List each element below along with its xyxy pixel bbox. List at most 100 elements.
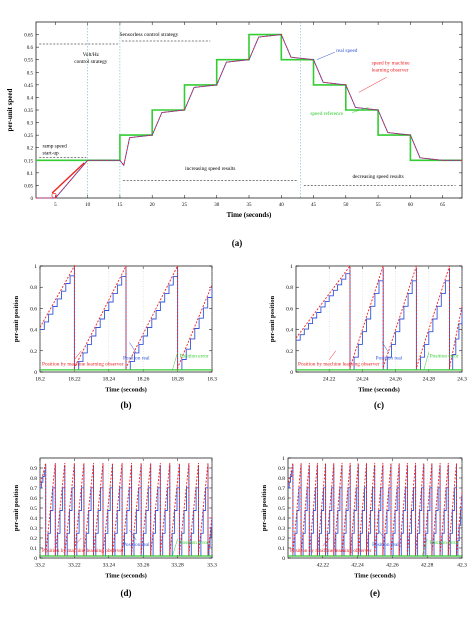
- x-tick-label: 42.26: [386, 563, 399, 569]
- x-tick-label: 18.2: [35, 377, 45, 383]
- callout-position-observer: Position by machine learning observer: [42, 362, 124, 368]
- callout-line: [358, 77, 387, 93]
- series-line-position-real: [288, 465, 463, 557]
- y-tick-label: 0.2: [27, 147, 34, 152]
- y-tick-label: 0.8: [30, 476, 37, 482]
- callout-position-observer: Position by machine learning observer: [42, 548, 124, 554]
- y-tick-label: 0.6: [286, 306, 293, 312]
- callout-line: [382, 342, 390, 354]
- x-tick-label: 50: [343, 203, 349, 208]
- panel-label: (e): [370, 588, 380, 598]
- callout-position-error: Position error: [430, 540, 459, 546]
- x-axis-label: Time (seconds): [105, 573, 147, 580]
- y-tick-label: 0.4: [286, 328, 293, 334]
- x-tick-label: 24.22: [323, 377, 336, 383]
- y-tick-label: 0.6: [30, 306, 37, 312]
- callout-line: [129, 529, 137, 541]
- y-tick-label: 0.15: [24, 159, 33, 164]
- y-tick-label: 0.2: [286, 349, 293, 355]
- series-line-position-real: [296, 268, 463, 371]
- x-tick-label: 25: [182, 203, 188, 208]
- y-tick-label: 0.65: [24, 34, 33, 39]
- series-line-position-observer: [295, 264, 463, 370]
- y-tick-label: 0.5: [30, 506, 37, 512]
- y-tick-label: 0: [31, 197, 34, 202]
- y-tick-label: 0.6: [27, 46, 34, 51]
- y-tick-label: 0.7: [278, 486, 285, 492]
- panel-label-a: (a): [232, 238, 243, 248]
- y-tick-label: 0: [290, 370, 293, 376]
- y-tick-label: 0: [34, 556, 37, 562]
- y-tick-label: 0.6: [30, 496, 37, 502]
- panel-b: 18.2 18.22 18.24 18.26 18.28 18.3 0 0.2 0.4 0.6 0.…: [13, 264, 217, 410]
- panel-c: 24.22 24.24 24.26 24.28 24.3 0 0.2 0.4 0.6 0.8 1 Ti…: [269, 264, 467, 410]
- annotation-volthz-1: Volt/Hz: [83, 52, 100, 58]
- x-tick-label: 45: [311, 203, 317, 208]
- x-tick-label: 24.24: [356, 377, 369, 383]
- panel-label: (b): [121, 400, 132, 410]
- x-tick-label: 35: [247, 203, 253, 208]
- y-tick-label: 1: [290, 264, 293, 270]
- callout-speed-ref: speed reference: [310, 110, 344, 117]
- x-tick-label: 30: [214, 203, 220, 208]
- y-tick-label: 0.5: [27, 71, 34, 76]
- y-tick-label: 0: [34, 370, 37, 376]
- callout-line: [172, 352, 178, 370]
- y-tick-label: 0.2: [278, 536, 285, 542]
- y-axis-label: per-unit speed: [6, 89, 14, 132]
- y-tick-label: 0.9: [278, 466, 285, 472]
- callout-line: [378, 529, 386, 541]
- series-line-position-observer: [39, 264, 213, 370]
- x-tick-label: 20: [150, 203, 156, 208]
- callout-position-real: Position real: [376, 355, 403, 361]
- x-tick-label: 18.22: [68, 377, 81, 383]
- series-line-position-observer: [287, 462, 463, 556]
- x-tick-label: 24.3: [457, 377, 467, 383]
- x-tick-label: 42.3: [457, 563, 467, 569]
- callout-line: [316, 51, 335, 60]
- series-line-position-observer: [39, 462, 213, 556]
- x-tick-label: 42.24: [351, 563, 364, 569]
- callout-position-real: Position real: [123, 355, 150, 361]
- x-tick-label: 33.3: [207, 563, 217, 569]
- x-tick-label: 40: [279, 203, 285, 208]
- callout-position-real: Position real: [372, 542, 399, 548]
- y-tick-label: 0.7: [30, 486, 37, 492]
- y-axis-label: per-unit position: [13, 485, 20, 532]
- callout-line: [74, 537, 82, 547]
- x-tick-label: 15: [117, 203, 123, 208]
- callout-line: [74, 350, 82, 360]
- y-tick-label: 0.1: [278, 546, 285, 552]
- x-tick-label: 65: [440, 203, 446, 208]
- y-tick-label: 0.5: [278, 506, 285, 512]
- x-tick-label: 42.22: [317, 563, 330, 569]
- callout-line: [172, 538, 178, 557]
- x-tick-label: 60: [408, 203, 414, 208]
- y-axis-label: per-unit position: [261, 485, 268, 532]
- y-tick-label: 0.1: [27, 172, 34, 177]
- y-tick-label: 0.05: [24, 184, 33, 189]
- callout-position-error: Position error: [180, 540, 209, 546]
- callout-position-error: Position error: [430, 353, 459, 359]
- callout-ml-speed-2: learning observer: [372, 68, 409, 74]
- x-axis-label: Time (seconds): [227, 211, 272, 219]
- y-tick-label: 0.8: [286, 285, 293, 291]
- y-tick-label: 1: [34, 264, 37, 270]
- callout-line: [352, 107, 369, 113]
- annotation-ramp-1: ramp speed: [42, 144, 67, 150]
- x-tick-label: 18.24: [103, 377, 116, 383]
- ramp-start-marker: [51, 192, 57, 199]
- panel-d: 33.2 33.22 33.24 33.26 33.28 33.3 0 0.1 0.2 0.3 0.…: [13, 457, 217, 598]
- callout-ml-speed-1: speed by machine: [372, 61, 411, 67]
- series-line-position-real: [40, 465, 213, 557]
- x-tick-label: 33.28: [171, 563, 184, 569]
- annotation-ramp-2: start-up: [42, 151, 59, 157]
- y-tick-label: 0.4: [30, 328, 37, 334]
- x-tick-label: 42.28: [421, 563, 434, 569]
- x-tick-label: 33.24: [103, 563, 116, 569]
- callout-line: [421, 538, 428, 557]
- annotation-sensorless: Sensorless control strategy: [119, 32, 178, 38]
- series-line-speed-by-machine-learning-observer: [36, 34, 462, 199]
- y-tick-label: 0.2: [30, 349, 37, 355]
- y-tick-label: 0.2: [30, 536, 37, 542]
